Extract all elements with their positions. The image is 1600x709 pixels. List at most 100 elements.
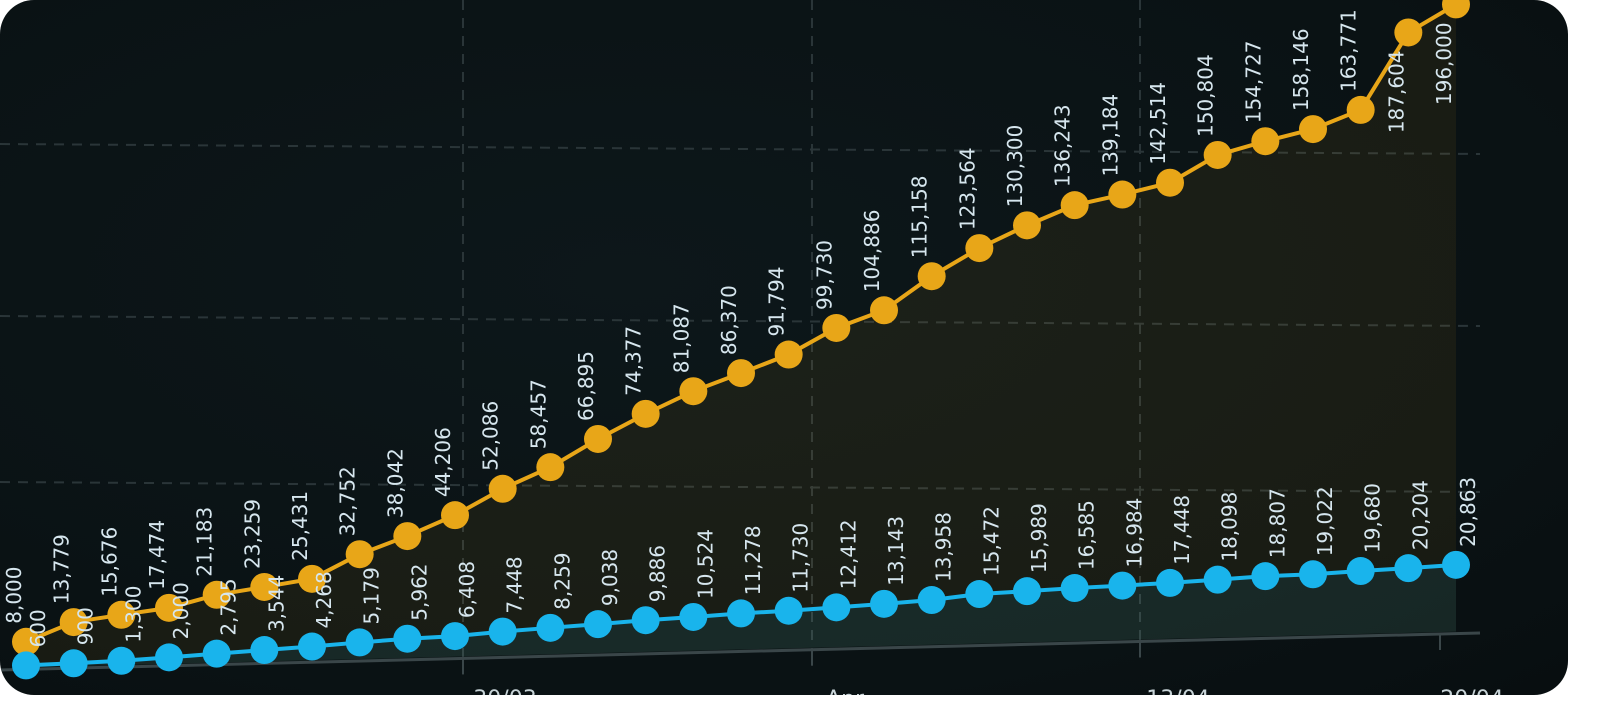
data-label: 19,680 bbox=[1361, 483, 1385, 553]
data-label: 58,457 bbox=[526, 379, 550, 449]
data-point bbox=[250, 572, 279, 601]
data-label: 81,087 bbox=[669, 303, 693, 373]
data-point bbox=[1060, 574, 1089, 603]
data-label: 19,022 bbox=[1313, 486, 1337, 556]
data-label: 25,431 bbox=[288, 491, 312, 561]
data-label: 15,989 bbox=[1027, 503, 1051, 573]
data-label: 139,184 bbox=[1098, 94, 1122, 177]
data-label: 16,585 bbox=[1075, 500, 1099, 570]
data-label: 13,958 bbox=[932, 512, 956, 582]
data-point bbox=[107, 646, 136, 675]
data-point bbox=[250, 636, 279, 665]
data-point bbox=[1013, 577, 1041, 606]
data-point bbox=[1251, 127, 1280, 156]
data-point bbox=[488, 617, 517, 646]
data-point bbox=[1394, 554, 1423, 583]
data-point bbox=[536, 613, 565, 642]
x-tick-label: Apr bbox=[826, 687, 865, 695]
data-point bbox=[59, 608, 88, 637]
data-label: 2,000 bbox=[169, 582, 193, 639]
data-label: 5,179 bbox=[360, 567, 384, 624]
data-label: 16,984 bbox=[1122, 498, 1146, 568]
data-label: 115,158 bbox=[908, 175, 932, 258]
data-label: 5,962 bbox=[407, 563, 431, 620]
data-point bbox=[488, 474, 517, 503]
data-point bbox=[584, 424, 612, 453]
data-point bbox=[536, 453, 565, 482]
data-label: 196,000 bbox=[1432, 22, 1456, 105]
chart-screen: 30/03 Apr 13/04 20/04 8,000 13,779 15,676 17,47… bbox=[0, 0, 1568, 695]
data-point bbox=[59, 649, 88, 678]
data-point bbox=[1156, 568, 1184, 597]
data-point bbox=[1394, 18, 1423, 47]
data-label: 38,042 bbox=[383, 448, 407, 518]
data-label: 23,259 bbox=[240, 499, 264, 569]
data-point bbox=[870, 589, 898, 618]
data-point bbox=[1060, 191, 1089, 220]
data-label: 1,300 bbox=[121, 586, 145, 643]
data-point bbox=[202, 639, 231, 668]
data-label: 11,730 bbox=[789, 523, 813, 593]
data-point bbox=[727, 599, 755, 628]
series-area bbox=[26, 4, 1456, 668]
data-label: 66,895 bbox=[574, 351, 598, 421]
data-label: 158,146 bbox=[1289, 28, 1313, 111]
data-point bbox=[822, 313, 851, 342]
data-point bbox=[298, 632, 326, 661]
data-point bbox=[298, 564, 326, 593]
data-point bbox=[584, 610, 612, 639]
grid-line-horizontal bbox=[0, 315, 1481, 327]
data-point bbox=[917, 262, 946, 291]
data-label: 44,206 bbox=[431, 427, 455, 497]
data-point bbox=[965, 234, 994, 263]
data-label: 15,472 bbox=[979, 506, 1003, 576]
data-label: 17,448 bbox=[1170, 495, 1194, 565]
data-point bbox=[345, 540, 374, 569]
data-point bbox=[727, 359, 755, 388]
data-label: 900 bbox=[74, 607, 98, 645]
x-tick-label: 30/03 bbox=[473, 687, 536, 695]
line-chart: 30/03 Apr 13/04 20/04 8,000 13,779 15,676 17,47… bbox=[0, 0, 1504, 695]
data-label: 2,795 bbox=[217, 578, 241, 635]
data-label: 74,377 bbox=[622, 326, 646, 396]
data-point bbox=[1442, 550, 1470, 579]
data-point bbox=[155, 643, 183, 672]
data-point bbox=[631, 399, 660, 428]
data-label: 600 bbox=[26, 609, 50, 647]
data-label: 21,183 bbox=[193, 507, 217, 577]
data-point bbox=[393, 522, 422, 551]
data-label: 52,086 bbox=[479, 401, 503, 471]
data-point bbox=[1203, 140, 1232, 169]
data-point bbox=[1251, 562, 1280, 591]
data-label: 10,524 bbox=[693, 529, 717, 599]
data-label: 104,886 bbox=[860, 210, 884, 293]
data-label: 99,730 bbox=[812, 240, 836, 310]
data-label: 187,604 bbox=[1384, 50, 1408, 133]
data-point bbox=[1156, 168, 1184, 197]
data-label: 4,268 bbox=[312, 571, 336, 628]
data-label: 3,544 bbox=[264, 575, 288, 632]
data-label: 163,771 bbox=[1337, 9, 1361, 92]
grid-line-horizontal bbox=[0, 481, 1481, 493]
data-point bbox=[12, 627, 40, 656]
x-tick-label: 20/04 bbox=[1440, 687, 1503, 695]
x-tick-label: 13/04 bbox=[1146, 687, 1209, 695]
data-point bbox=[441, 622, 469, 651]
x-axis-line bbox=[0, 631, 1481, 672]
data-label: 6,408 bbox=[455, 561, 479, 618]
data-label: 142,514 bbox=[1146, 82, 1170, 165]
data-point bbox=[679, 377, 708, 406]
data-label: 32,752 bbox=[336, 466, 360, 536]
data-point bbox=[870, 296, 898, 325]
data-point bbox=[1203, 565, 1232, 594]
data-point bbox=[1299, 115, 1327, 144]
data-point bbox=[965, 580, 994, 609]
data-point bbox=[1346, 95, 1375, 124]
data-label: 86,370 bbox=[717, 285, 741, 355]
data-point bbox=[1108, 571, 1137, 600]
data-point bbox=[155, 593, 183, 622]
data-label: 150,804 bbox=[1194, 54, 1218, 137]
data-label: 18,807 bbox=[1265, 488, 1289, 558]
data-point bbox=[917, 586, 946, 615]
data-point bbox=[822, 593, 851, 622]
